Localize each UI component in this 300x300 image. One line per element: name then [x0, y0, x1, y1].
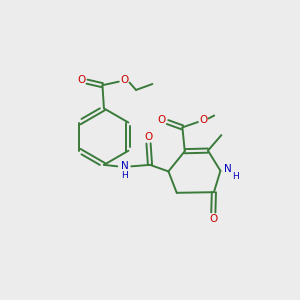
Text: N: N: [224, 164, 232, 174]
Text: H: H: [122, 171, 128, 180]
Text: O: O: [209, 214, 218, 224]
Text: N: N: [121, 161, 129, 171]
Text: O: O: [121, 75, 129, 85]
Text: O: O: [200, 115, 208, 125]
Text: O: O: [144, 132, 153, 142]
Text: H: H: [232, 172, 239, 181]
Text: O: O: [77, 75, 85, 85]
Text: O: O: [158, 115, 166, 125]
